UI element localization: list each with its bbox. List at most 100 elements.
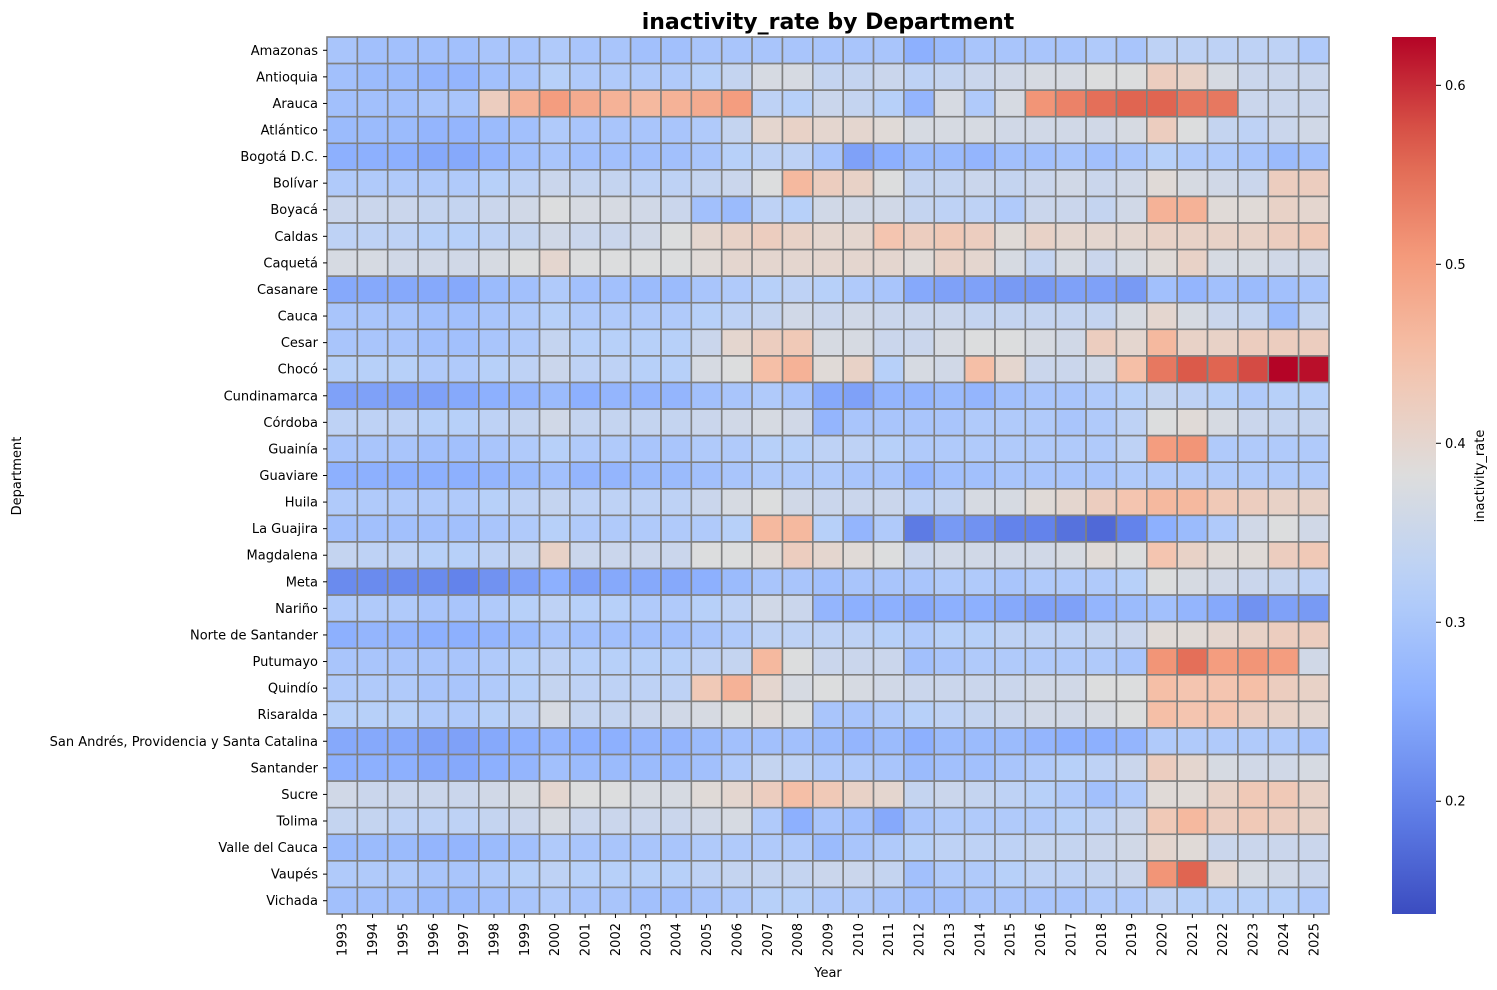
heatmap-cell [903, 594, 936, 623]
heatmap-cell [538, 115, 571, 145]
heatmap-cell [812, 142, 844, 171]
heatmap-cell [1206, 248, 1239, 277]
heatmap-cell [447, 806, 480, 836]
heatmap-cell [1237, 328, 1270, 357]
heatmap-cell [1267, 195, 1300, 224]
heatmap-cell [903, 434, 936, 464]
heatmap-cell [447, 620, 480, 650]
heatmap-cell [447, 514, 480, 543]
heatmap-cell [417, 514, 450, 543]
heatmap-cell [386, 780, 419, 809]
heatmap-cell [1267, 355, 1300, 384]
heatmap-cell [751, 328, 784, 357]
heatmap-cell [781, 594, 814, 623]
heatmap-cell [842, 142, 875, 171]
heatmap-cell [872, 780, 905, 809]
heatmap-cell [1206, 275, 1239, 304]
heatmap-cell [1206, 674, 1239, 703]
heatmap-cell [1176, 142, 1209, 171]
heatmap-cell [1085, 567, 1118, 596]
heatmap-cell [812, 381, 844, 410]
heatmap-cell [1024, 567, 1057, 596]
heatmap-cell [690, 62, 723, 91]
heatmap-cell [933, 780, 966, 809]
heatmap-cell [1297, 461, 1330, 490]
heatmap-cell [1206, 222, 1239, 251]
heatmap-cell [386, 647, 419, 676]
heatmap-cell [599, 727, 632, 756]
heatmap-cell [1085, 62, 1118, 91]
heatmap-cell [933, 36, 966, 65]
heatmap-cell [599, 222, 632, 251]
heatmap-cell [1237, 567, 1270, 596]
heatmap-cell [417, 142, 450, 171]
heatmap-cell [417, 36, 450, 65]
heatmap-cell [326, 727, 359, 756]
heatmap-cell [629, 142, 662, 171]
heatmap-cell [478, 594, 510, 623]
heatmap-cell [781, 780, 814, 809]
heatmap-cell [1054, 408, 1087, 437]
chart-title: inactivity_rate by Department [642, 10, 1015, 35]
heatmap-cell [751, 700, 784, 729]
heatmap-cell [386, 408, 419, 437]
heatmap-cell [629, 567, 662, 596]
heatmap-cell [538, 727, 571, 756]
heatmap-cell [660, 567, 693, 596]
heatmap-cell [1237, 647, 1270, 676]
heatmap-cell [963, 833, 996, 862]
heatmap-cell [538, 89, 571, 118]
heatmap-cell [994, 434, 1027, 464]
heatmap-cell [599, 355, 632, 384]
y-tick-label: Cesar [281, 336, 319, 351]
heatmap-cell [1115, 594, 1148, 623]
heatmap-cell [447, 381, 480, 410]
heatmap-cell [720, 806, 753, 836]
heatmap-cell [994, 408, 1027, 437]
heatmap-cell [751, 381, 784, 410]
heatmap-cell [1054, 89, 1087, 118]
heatmap-cell [812, 36, 844, 65]
heatmap-cell [569, 806, 602, 836]
heatmap-cell [326, 89, 359, 118]
heatmap-cell [386, 355, 419, 384]
heatmap-cell [1054, 381, 1087, 410]
heatmap-cell [478, 36, 510, 65]
heatmap-cell [1115, 195, 1148, 224]
heatmap-cell [720, 567, 753, 596]
heatmap-cell [417, 780, 450, 809]
heatmap-cell [629, 674, 662, 703]
heatmap-cell [478, 115, 510, 145]
heatmap-cell [356, 169, 389, 198]
heatmap-cell [690, 647, 723, 676]
heatmap-cell [751, 115, 784, 145]
heatmap-cell [1297, 594, 1330, 623]
heatmap-cell [1146, 275, 1178, 304]
heatmap-cell [538, 301, 571, 331]
heatmap-cell [508, 806, 541, 836]
heatmap-cell [1054, 514, 1087, 543]
x-tick-label: 2008 [791, 923, 806, 956]
heatmap-cell [781, 115, 814, 145]
heatmap-cell [963, 514, 996, 543]
heatmap-cells [326, 36, 1330, 915]
heatmap-cell [1054, 860, 1087, 889]
heatmap-cell [1115, 89, 1148, 118]
heatmap-cell [994, 115, 1027, 145]
heatmap-cell [508, 833, 541, 862]
heatmap-cell [781, 833, 814, 862]
heatmap-cell [1297, 328, 1330, 357]
heatmap-cell [690, 328, 723, 357]
y-tick-label: Caquetá [263, 256, 318, 271]
heatmap-cell [933, 248, 966, 277]
heatmap-cell [1054, 248, 1087, 277]
heatmap-cell [690, 594, 723, 623]
heatmap-cell [629, 806, 662, 836]
heatmap-cell [1176, 514, 1209, 543]
heatmap-cell [1085, 514, 1118, 543]
heatmap-cell [781, 541, 814, 570]
heatmap-cell [599, 301, 632, 331]
heatmap-cell [812, 620, 844, 650]
heatmap-cell [842, 408, 875, 437]
heatmap-cell [1085, 806, 1118, 836]
